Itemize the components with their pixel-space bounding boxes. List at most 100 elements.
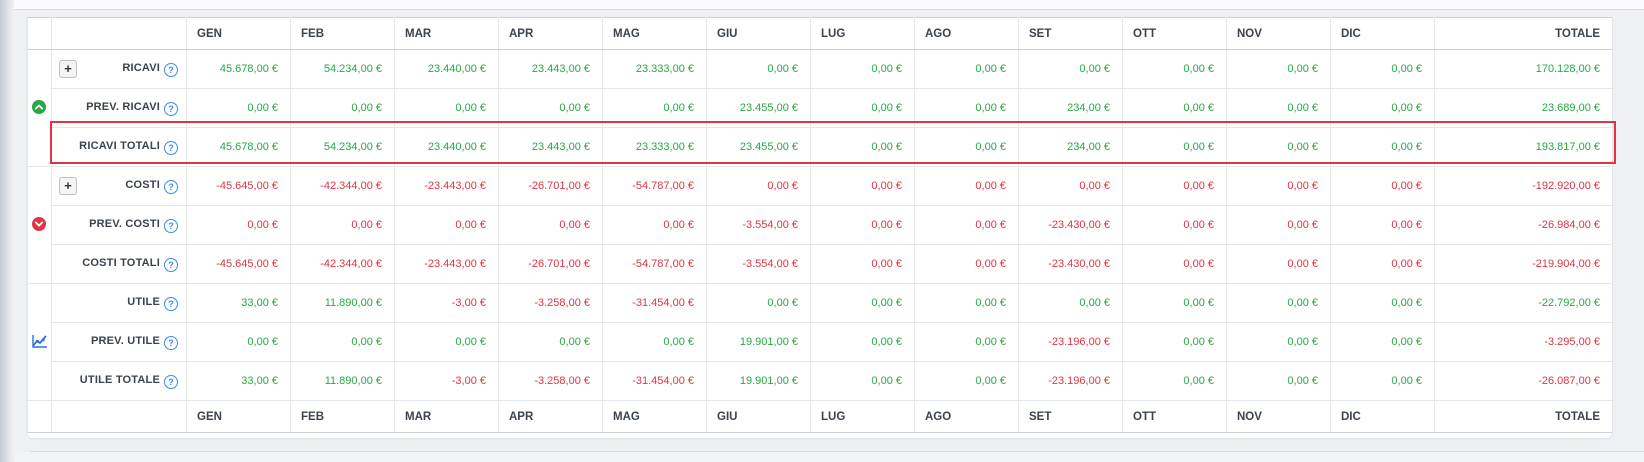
- cell-ricavi-nov: 0,00 €: [1226, 49, 1331, 89]
- cell-ricavi-totali-totale: 193.817,00 €: [1434, 127, 1613, 167]
- cell-prev-utile-set: -23.196,00 €: [1018, 322, 1123, 362]
- cell-utile-lug: 0,00 €: [810, 283, 915, 323]
- cell-costi-giu: 0,00 €: [706, 166, 811, 206]
- caret-down-circle-icon[interactable]: [31, 216, 48, 231]
- cell-ricavi-totali-feb: 54.234,00 €: [290, 127, 395, 167]
- cell-costi-totali-lug: 0,00 €: [810, 244, 915, 284]
- bottom-divider: [30, 451, 1644, 452]
- cell-costi-ago: 0,00 €: [914, 166, 1019, 206]
- footer-month-lug: LUG: [810, 400, 915, 433]
- header-month-ago: AGO: [914, 17, 1019, 50]
- cell-prev-costi-dic: 0,00 €: [1330, 205, 1435, 245]
- financial-summary-card: GEN FEB MAR APR MAG GIU LUG AGO SET OTT NOV DIC TOTA…: [27, 17, 1616, 438]
- label-cell-utile-totale: UTILE TOTALE?: [51, 361, 187, 401]
- cell-utile-totale-nov: 0,00 €: [1226, 361, 1331, 401]
- cell-prev-ricavi-feb: 0,00 €: [290, 88, 395, 128]
- row-prev-costi: PREV. COSTI? 0,00 €0,00 €0,00 €0,00 €0,00…: [28, 205, 1613, 245]
- help-icon-utile-totale[interactable]: ?: [164, 374, 178, 389]
- cell-utile-totale-lug: 0,00 €: [810, 361, 915, 401]
- cell-costi-totale: -192.920,00 €: [1434, 166, 1613, 206]
- chart-line-icon: [31, 334, 48, 348]
- cell-prev-utile-apr: 0,00 €: [498, 322, 603, 362]
- cell-costi-totali-dic: 0,00 €: [1330, 244, 1435, 284]
- footer-month-ago: AGO: [914, 400, 1019, 433]
- label-cell-prev-costi: PREV. COSTI?: [51, 205, 187, 245]
- cell-prev-costi-apr: 0,00 €: [498, 205, 603, 245]
- cell-costi-mar: -23.443,00 €: [394, 166, 499, 206]
- cell-prev-utile-lug: 0,00 €: [810, 322, 915, 362]
- header-icon-col: [27, 17, 52, 50]
- expand-costi-button[interactable]: +: [59, 177, 77, 195]
- cell-prev-costi-totale: -26.984,00 €: [1434, 205, 1613, 245]
- cell-prev-utile-gen: 0,00 €: [186, 322, 291, 362]
- help-icon-prev-ricavi[interactable]: ?: [164, 101, 178, 116]
- cell-costi-totali-mag: -54.787,00 €: [602, 244, 707, 284]
- cell-costi-totali-totale: -219.904,00 €: [1434, 244, 1613, 284]
- label-cell-ricavi-totali: RICAVI TOTALI?: [51, 127, 187, 167]
- cell-ricavi-gen: 45.678,00 €: [186, 49, 291, 89]
- cell-prev-ricavi-mar: 0,00 €: [394, 88, 499, 128]
- cell-ricavi-totale: 170.128,00 €: [1434, 49, 1613, 89]
- header-month-feb: FEB: [290, 17, 395, 50]
- cell-utile-totale: -22.792,00 €: [1434, 283, 1613, 323]
- header-month-dic: DIC: [1330, 17, 1435, 50]
- footer-month-apr: APR: [498, 400, 603, 433]
- cell-utile-totale-mag: -31.454,00 €: [602, 361, 707, 401]
- cell-prev-costi-mar: 0,00 €: [394, 205, 499, 245]
- cell-costi-totali-gen: -45.645,00 €: [186, 244, 291, 284]
- footer-icon-col: [27, 400, 52, 433]
- footer-month-mag: MAG: [602, 400, 707, 433]
- label-cell-utile: UTILE?: [51, 283, 187, 323]
- cell-costi-mag: -54.787,00 €: [602, 166, 707, 206]
- cell-prev-ricavi-set: 234,00 €: [1018, 88, 1123, 128]
- cell-ricavi-feb: 54.234,00 €: [290, 49, 395, 89]
- header-month-mag: MAG: [602, 17, 707, 50]
- help-icon-prev-costi[interactable]: ?: [164, 218, 178, 233]
- row-utile: UTILE? 33,00 €11.890,00 € -3,00 € -3.258,00…: [27, 283, 1613, 401]
- cell-prev-utile-mar: 0,00 €: [394, 322, 499, 362]
- help-icon-costi-totali[interactable]: ?: [164, 257, 178, 272]
- cell-costi-totali-apr: -26.701,00 €: [498, 244, 603, 284]
- cell-ricavi-totali-lug: 0,00 €: [810, 127, 915, 167]
- label-cell-ricavi: + RICAVI?: [51, 49, 187, 89]
- row-label-costi: COSTI: [125, 178, 160, 191]
- help-icon-ricavi-totali[interactable]: ?: [164, 140, 178, 155]
- header-month-set: SET: [1018, 17, 1123, 50]
- cell-costi-dic: 0,00 €: [1330, 166, 1435, 206]
- help-icon-costi[interactable]: ?: [164, 179, 178, 194]
- row-prev-ricavi: PREV. RICAVI? 0,00 €0,00 €0,00 €0,00 €0,0…: [28, 88, 1613, 128]
- cell-utile-ott: 0,00 €: [1122, 283, 1227, 323]
- footer-month-gen: GEN: [186, 400, 291, 433]
- cell-prev-utile-mag: 0,00 €: [602, 322, 707, 362]
- header-month-apr: APR: [498, 17, 603, 50]
- sidebar-shadow-strip: [0, 0, 14, 462]
- footer-month-ott: OTT: [1122, 400, 1227, 433]
- row-label-costi-totali: COSTI TOTALI: [82, 256, 160, 269]
- cell-ricavi-mar: 23.440,00 €: [394, 49, 499, 89]
- cell-costi-totali-feb: -42.344,00 €: [290, 244, 395, 284]
- cell-prev-costi-lug: 0,00 €: [810, 205, 915, 245]
- cell-prev-ricavi-dic: 0,00 €: [1330, 88, 1435, 128]
- help-icon-utile[interactable]: ?: [164, 296, 178, 311]
- cell-prev-ricavi-gen: 0,00 €: [186, 88, 291, 128]
- cell-prev-utile-nov: 0,00 €: [1226, 322, 1331, 362]
- help-icon-prev-utile[interactable]: ?: [164, 335, 178, 350]
- label-cell-costi: + COSTI?: [51, 166, 187, 206]
- header-month-mar: MAR: [394, 17, 499, 50]
- cell-utile-feb: 11.890,00 €: [290, 283, 395, 323]
- cell-costi-lug: 0,00 €: [810, 166, 915, 206]
- help-icon-ricavi[interactable]: ?: [164, 62, 178, 77]
- cell-costi-totali-giu: -3.554,00 €: [706, 244, 811, 284]
- cell-prev-costi-mag: 0,00 €: [602, 205, 707, 245]
- cell-utile-totale-apr: -3.258,00 €: [498, 361, 603, 401]
- cell-costi-totali-ott: 0,00 €: [1122, 244, 1227, 284]
- row-label-prev-utile: PREV. UTILE: [90, 334, 160, 347]
- table-footer-row: GEN FEB MAR APR MAG GIU LUG AGO SET OTT NOV DIC TOTA…: [27, 400, 1613, 433]
- cell-ricavi-totali-apr: 23.443,00 €: [498, 127, 603, 167]
- caret-up-circle-icon[interactable]: [31, 99, 48, 114]
- cell-utile-dic: 0,00 €: [1330, 283, 1435, 323]
- financial-summary-table: GEN FEB MAR APR MAG GIU LUG AGO SET OTT NOV DIC TOTA…: [27, 17, 1613, 433]
- cell-prev-ricavi-giu: 23.455,00 €: [706, 88, 811, 128]
- header-month-ott: OTT: [1122, 17, 1227, 50]
- expand-ricavi-button[interactable]: +: [59, 60, 77, 78]
